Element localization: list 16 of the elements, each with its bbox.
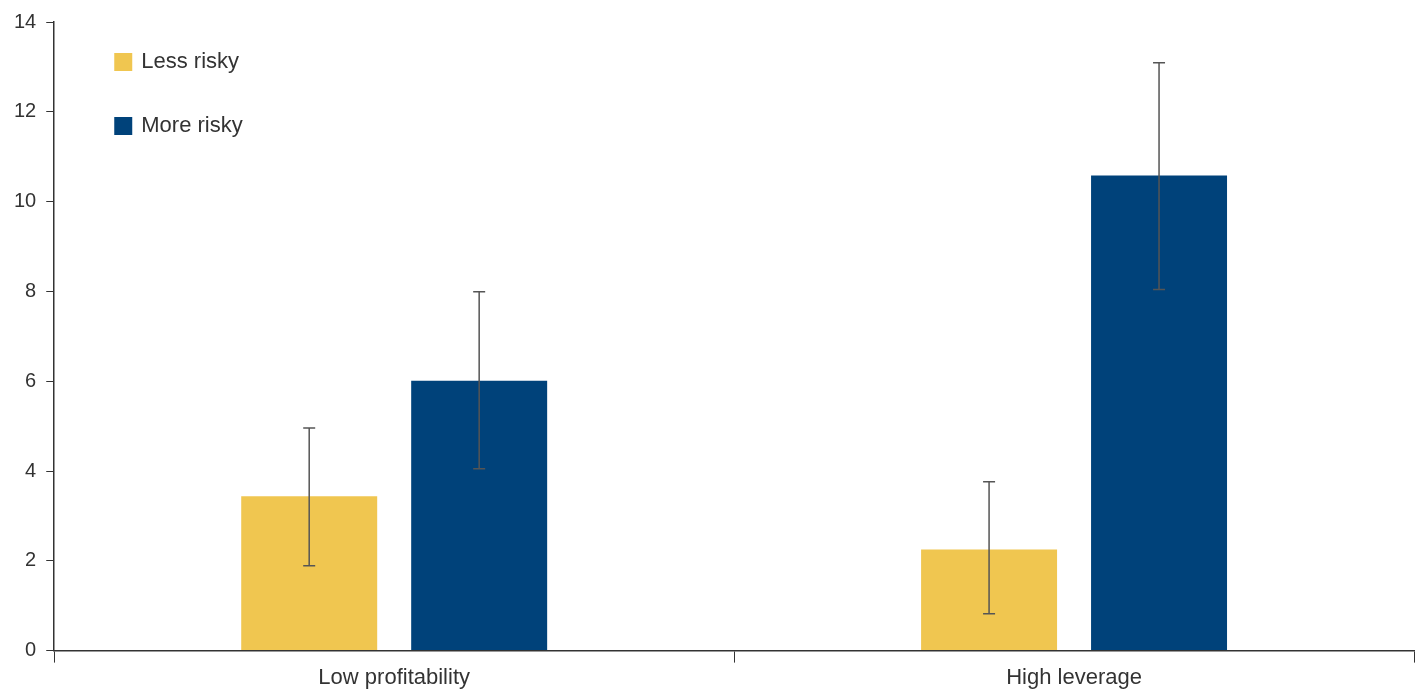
bar [1091,175,1228,651]
y-tick-label: 14 [14,9,37,32]
y-tick-label: 12 [14,99,37,122]
y-tick-label: 0 [25,638,37,661]
y-tick-label: 2 [25,548,37,571]
legend-label: More risky [141,112,243,138]
x-tick-label: Low profitability [318,663,470,689]
y-tick-label: 8 [25,278,37,301]
bar [241,496,378,651]
y-tick-label: 10 [14,189,37,212]
y-tick-label: 4 [25,458,37,481]
y-tick-label: 6 [25,368,37,391]
x-tick-label: High leverage [1006,663,1142,689]
legend-label: Less risky [141,48,240,74]
bar [411,380,548,651]
bar [921,549,1058,651]
